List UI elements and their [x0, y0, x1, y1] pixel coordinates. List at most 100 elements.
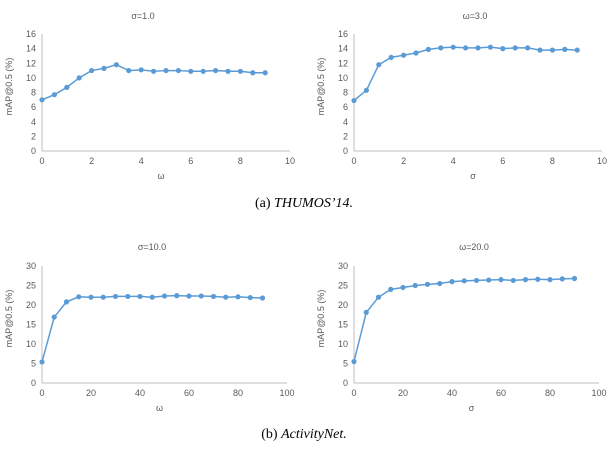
y-tick-label: 10 — [26, 73, 36, 83]
y-tick-label: 25 — [338, 281, 348, 291]
data-point — [510, 277, 516, 284]
data-point — [351, 97, 357, 104]
y-tick-label: 8 — [31, 88, 36, 98]
x-tick-label: 60 — [496, 388, 506, 398]
chart-4: 0 5 10 15 20 25 30 0 20 40 60 80 100 ω=20.0 σ mAP@0.5 (… — [316, 242, 607, 413]
chart-title: σ=10.0 — [138, 242, 166, 252]
data-point — [138, 67, 144, 73]
data-point — [125, 293, 131, 300]
data-point — [574, 47, 580, 53]
data-point — [63, 299, 70, 305]
data-point — [112, 293, 119, 300]
chart-title: ω=20.0 — [459, 242, 489, 252]
y-tick-label: 6 — [343, 102, 348, 112]
x-tick-label: 10 — [285, 156, 295, 166]
data-point — [89, 67, 95, 74]
data-point — [163, 67, 169, 74]
chart-1: 0 2 4 6 8 10 12 14 16 0 2 4 6 8 10 σ=1.0 ω mAP@0.5 (%) — [4, 11, 295, 181]
data-point — [51, 92, 58, 98]
data-point — [149, 294, 155, 300]
x-tick-label: 80 — [233, 388, 243, 398]
x-tick-label: 0 — [351, 388, 356, 398]
y-tick-label: 2 — [31, 131, 36, 141]
data-point — [101, 65, 107, 71]
y-tick-label: 15 — [338, 320, 348, 330]
x-tick-label: 100 — [279, 388, 294, 398]
data-point — [388, 54, 394, 61]
data-point — [463, 45, 469, 51]
data-point — [487, 44, 493, 50]
data-point — [412, 282, 418, 289]
data-point — [475, 45, 481, 51]
x-tick-label: 80 — [545, 388, 555, 398]
data-point — [151, 68, 157, 74]
y-tick-label: 4 — [31, 117, 36, 127]
data-point — [198, 293, 204, 299]
data-point — [449, 279, 455, 285]
data-point — [559, 276, 565, 282]
x-tick-label: 20 — [398, 388, 408, 398]
y-tick-label: 6 — [31, 102, 36, 112]
data-point — [100, 294, 106, 300]
caption-activitynet: (b) ActivityNet. — [0, 427, 608, 443]
y-tick-label: 15 — [26, 320, 36, 330]
y-tick-label: 20 — [338, 300, 348, 310]
y-tick-label: 12 — [338, 58, 348, 68]
x-tick-label: 20 — [86, 388, 96, 398]
x-tick-label: 40 — [135, 388, 145, 398]
x-tick-label: 10 — [597, 156, 607, 166]
y-tick-label: 12 — [26, 58, 36, 68]
series-line — [353, 46, 578, 102]
data-point — [262, 70, 268, 76]
x-tick-label: 0 — [39, 156, 44, 166]
data-point — [237, 68, 243, 74]
data-point — [225, 68, 231, 74]
y-tick-label: 0 — [343, 146, 348, 156]
caption-thumos-prefix: (a) — [255, 196, 271, 211]
y-tick-label: 4 — [343, 117, 348, 127]
y-tick-label: 0 — [31, 146, 36, 156]
data-point — [498, 277, 504, 283]
y-tick-label: 10 — [26, 339, 36, 349]
data-point — [400, 284, 406, 291]
data-point — [137, 293, 143, 300]
y-tick-label: 16 — [338, 29, 348, 39]
chart-title: σ=1.0 — [131, 11, 154, 21]
y-tick-label: 0 — [343, 378, 348, 388]
y-tick-label: 25 — [26, 281, 36, 291]
data-point — [375, 294, 382, 300]
data-point — [500, 46, 506, 52]
y-tick-label: 0 — [31, 378, 36, 388]
data-point — [51, 314, 57, 320]
data-point — [186, 293, 192, 299]
data-point — [450, 44, 456, 50]
x-axis-label: σ — [470, 171, 476, 181]
x-tick-label: 6 — [500, 156, 505, 166]
y-tick-label: 10 — [338, 73, 348, 83]
x-tick-label: 4 — [139, 156, 144, 166]
data-point — [76, 75, 82, 81]
data-point — [512, 45, 518, 51]
data-point — [235, 294, 241, 300]
chart-title: ω=3.0 — [463, 11, 488, 21]
y-tick-label: 14 — [26, 44, 36, 54]
x-tick-label: 0 — [39, 388, 44, 398]
caption-thumos-label: THUMOS’14. — [274, 196, 353, 211]
data-point — [571, 275, 578, 282]
data-point — [161, 293, 168, 299]
y-tick-label: 16 — [26, 29, 36, 39]
y-axis-label: mAP@0.5 (%) — [316, 290, 326, 348]
data-point — [113, 62, 119, 68]
data-point — [437, 280, 443, 287]
data-point — [363, 87, 369, 93]
data-point — [363, 309, 369, 316]
data-point — [486, 277, 492, 283]
data-point — [425, 46, 431, 52]
y-tick-label: 14 — [338, 44, 348, 54]
y-tick-label: 5 — [31, 359, 36, 369]
data-point — [388, 286, 394, 292]
chart-3: 0 5 10 15 20 25 30 0 20 40 60 80 100 σ=10.0 ω mAP@0.5 (… — [4, 242, 295, 413]
x-tick-label: 4 — [451, 156, 456, 166]
data-point — [473, 277, 480, 284]
